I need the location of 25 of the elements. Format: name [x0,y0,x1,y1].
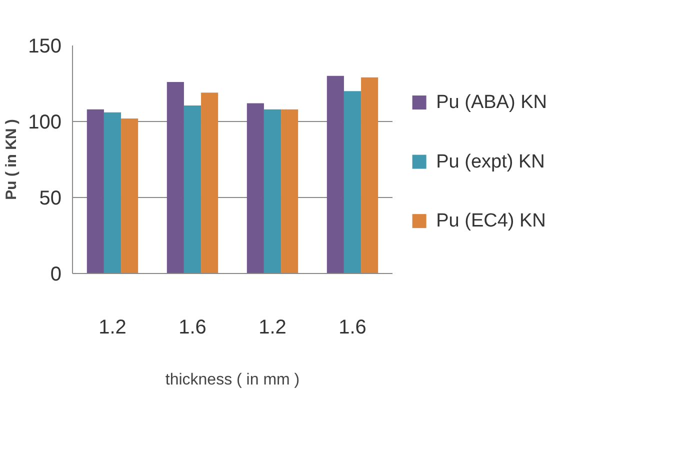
x-axis-title: thickness ( in mm ) [165,372,300,388]
bar [344,91,362,274]
bar [326,76,344,274]
x-tick-label: 1.2 [98,316,126,338]
bar [86,109,104,274]
bar [201,92,218,274]
bar [264,109,282,274]
bar [361,77,378,274]
y-tick-label: 150 [28,36,62,58]
y-tick-label: 0 [50,264,62,286]
x-tick-label: 1.2 [258,316,286,338]
legend-label: Pu (expt) KN [436,151,545,172]
x-tick-label: 1.6 [338,316,366,338]
x-tick-label: 1.6 [178,316,206,338]
legend-label: Pu (ABA) KN [436,92,547,113]
bar [166,82,184,274]
y-axis-title: Pu ( in KN ) [3,119,20,200]
y-tick-label: 100 [28,112,62,134]
bar [246,103,264,274]
bar [121,118,138,274]
y-tick-label: 50 [39,188,62,210]
bar [281,109,298,274]
bar [104,112,122,274]
legend-label: Pu (EC4) KN [436,210,546,232]
bar [184,106,202,274]
